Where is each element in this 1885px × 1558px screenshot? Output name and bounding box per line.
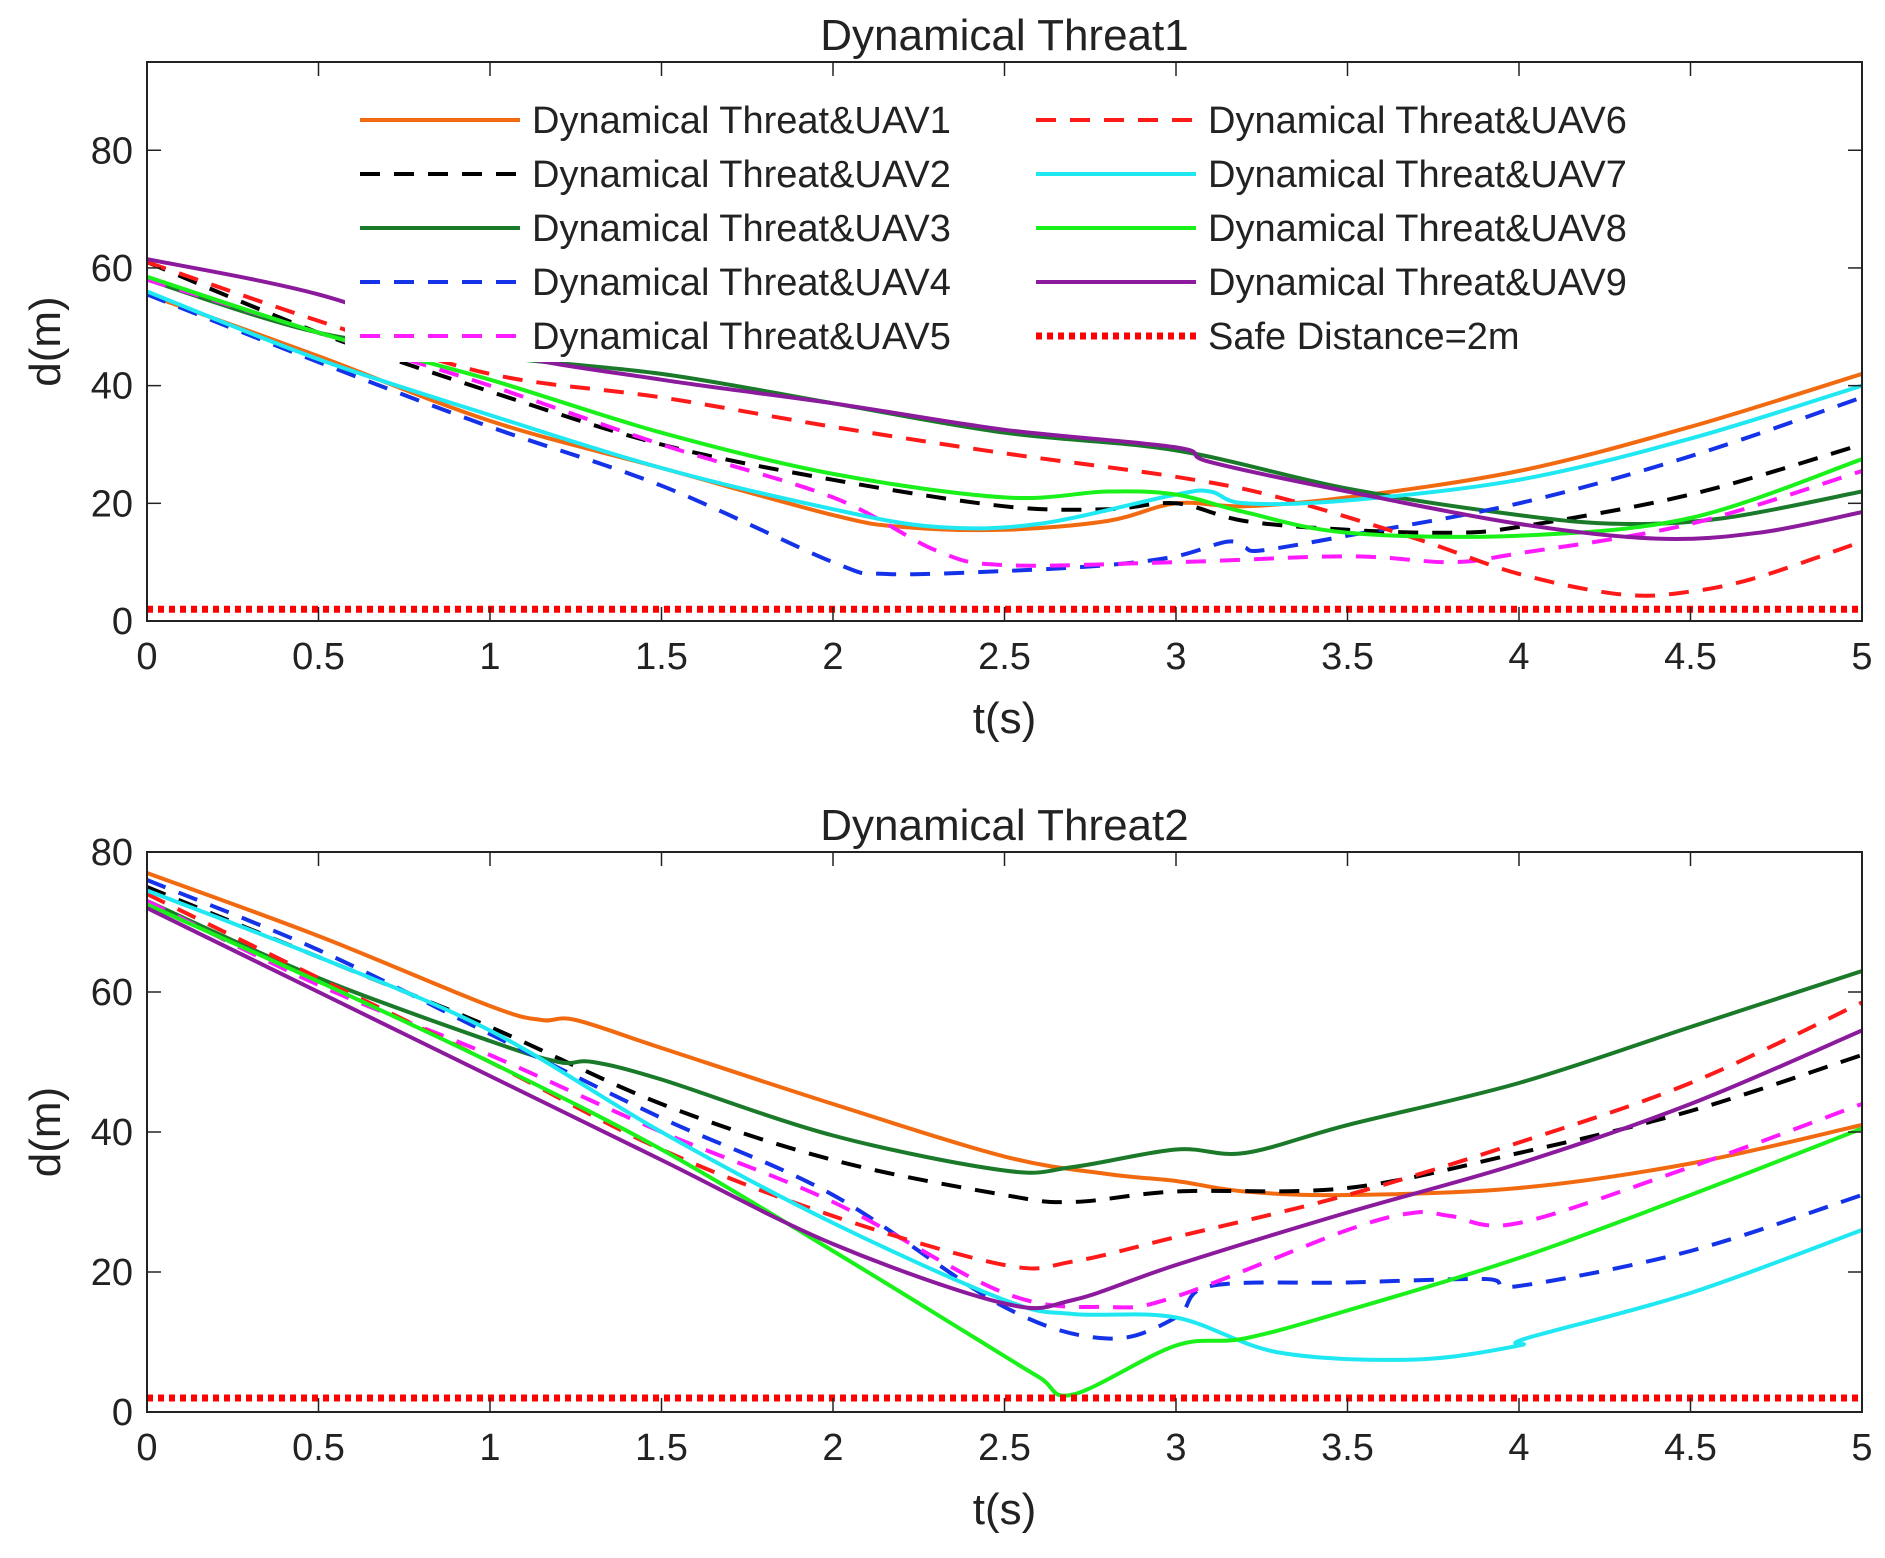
chart2-series-dynamical-threat-uav4 bbox=[147, 878, 1862, 1341]
chart2-ylabel: d(m) bbox=[21, 1087, 70, 1177]
chart2-xtick-label: 3 bbox=[1165, 1427, 1186, 1469]
chart1-title: Dynamical Threat1 bbox=[820, 11, 1188, 60]
chart2-series-dynamical-threat-uav9 bbox=[147, 906, 1862, 1311]
chart2-series-dynamical-threat-uav7 bbox=[147, 888, 1862, 1362]
chart1-xtick-label: 2.5 bbox=[978, 636, 1031, 678]
chart1-xtick-label: 5 bbox=[1851, 636, 1872, 678]
chart2-series-group bbox=[147, 871, 1862, 1402]
chart1-legend-label-dynamical-threat-uav3: Dynamical Threat&UAV3 bbox=[532, 208, 951, 250]
chart1-series-dynamical-threat-uav7 bbox=[147, 289, 1862, 531]
chart2-xtick-label: 1 bbox=[479, 1427, 500, 1469]
chart1-ytick-label: 20 bbox=[91, 483, 133, 525]
chart2-xtick-label: 1.5 bbox=[635, 1427, 688, 1469]
chart1-xtick-label: 3 bbox=[1165, 636, 1186, 678]
chart1-legend-label-safe-distance-2m: Safe Distance=2m bbox=[1208, 316, 1520, 358]
chart-dynamical-threat1: 0 0.5 1 1.5 2 2.5 3 3.5 4 4.5 5 0 20 40 60 80 Dynamical … bbox=[21, 11, 1873, 743]
chart1-legend-label-dynamical-threat-uav7: Dynamical Threat&UAV7 bbox=[1208, 154, 1627, 196]
chart1-ytick-label: 40 bbox=[91, 366, 133, 408]
chart2-ytick-label: 40 bbox=[91, 1112, 133, 1154]
chart2-series-dynamical-threat-uav2 bbox=[147, 885, 1862, 1205]
chart1-xlabel: t(s) bbox=[973, 694, 1037, 743]
chart1-ylabel: d(m) bbox=[21, 296, 70, 386]
chart1-legend-label-dynamical-threat-uav4: Dynamical Threat&UAV4 bbox=[532, 262, 951, 304]
chart1-xtick-label: 1 bbox=[479, 636, 500, 678]
chart2-xtick-label: 0.5 bbox=[292, 1427, 345, 1469]
chart2-ytick-label: 20 bbox=[91, 1252, 133, 1294]
chart1-series-dynamical-threat-uav1 bbox=[147, 292, 1862, 533]
chart2-axes-frame bbox=[146, 851, 1863, 1413]
chart2-xlabel: t(s) bbox=[973, 1485, 1037, 1534]
chart-dynamical-threat2: 0 0.5 1 1.5 2 2.5 3 3.5 4 4.5 5 0 20 40 60 80 Dynamical … bbox=[21, 801, 1873, 1534]
chart1-ytick-label: 0 bbox=[112, 601, 133, 643]
chart1-xtick-label: 4 bbox=[1508, 636, 1529, 678]
chart2-title: Dynamical Threat2 bbox=[820, 801, 1188, 850]
chart1-legend-label-dynamical-threat-uav9: Dynamical Threat&UAV9 bbox=[1208, 262, 1627, 304]
chart1-series-dynamical-threat-uav5 bbox=[147, 277, 1862, 568]
chart2-ytick-label: 60 bbox=[91, 972, 133, 1014]
chart2-series-dynamical-threat-uav3 bbox=[147, 899, 1862, 1175]
chart1-axes-frame bbox=[146, 61, 1863, 622]
chart2-xtick-label: 4 bbox=[1508, 1427, 1529, 1469]
chart1-xtick-label: 0 bbox=[136, 636, 157, 678]
chart2-plot-area bbox=[147, 852, 1862, 1412]
chart2-series-dynamical-threat-uav8 bbox=[147, 902, 1862, 1398]
chart1-legend-label-dynamical-threat-uav2: Dynamical Threat&UAV2 bbox=[532, 154, 951, 196]
chart1-legend-box bbox=[345, 84, 1692, 362]
chart2-xtick-label: 0 bbox=[136, 1427, 157, 1469]
chart1-xtick-label: 1.5 bbox=[635, 636, 688, 678]
chart1-legend-label-dynamical-threat-uav8: Dynamical Threat&UAV8 bbox=[1208, 208, 1627, 250]
chart1-ytick-label: 60 bbox=[91, 248, 133, 290]
chart1-legend-label-dynamical-threat-uav6: Dynamical Threat&UAV6 bbox=[1208, 100, 1627, 142]
chart1-xtick-label: 4.5 bbox=[1664, 636, 1717, 678]
chart1-xtick-label: 2 bbox=[822, 636, 843, 678]
chart1-series-dynamical-threat-uav6 bbox=[147, 260, 1862, 598]
chart1-xtick-label: 0.5 bbox=[292, 636, 345, 678]
chart1-legend-label-dynamical-threat-uav1: Dynamical Threat&UAV1 bbox=[532, 100, 951, 142]
chart1-legend: Dynamical Threat&UAV1 Dynamical Threat&UA… bbox=[345, 84, 1692, 362]
chart1-series-dynamical-threat-uav4 bbox=[147, 292, 1862, 577]
chart1-ytick-label: 80 bbox=[91, 130, 133, 172]
chart1-series-group bbox=[147, 257, 1862, 613]
chart1-series-dynamical-threat-uav8 bbox=[147, 274, 1862, 539]
chart2-xtick-label: 2 bbox=[822, 1427, 843, 1469]
chart2-xtick-label: 3.5 bbox=[1321, 1427, 1374, 1469]
chart1-xtick-label: 3.5 bbox=[1321, 636, 1374, 678]
chart2-xtick-label: 4.5 bbox=[1664, 1427, 1717, 1469]
chart2-ytick-label: 80 bbox=[91, 832, 133, 874]
chart2-ytick-label: 0 bbox=[112, 1392, 133, 1434]
chart2-xtick-label: 5 bbox=[1851, 1427, 1872, 1469]
chart2-series-dynamical-threat-uav5 bbox=[147, 899, 1862, 1310]
chart1-legend-label-dynamical-threat-uav5: Dynamical Threat&UAV5 bbox=[532, 316, 951, 358]
chart2-series-dynamical-threat-uav1 bbox=[147, 871, 1862, 1198]
chart2-xtick-label: 2.5 bbox=[978, 1427, 1031, 1469]
